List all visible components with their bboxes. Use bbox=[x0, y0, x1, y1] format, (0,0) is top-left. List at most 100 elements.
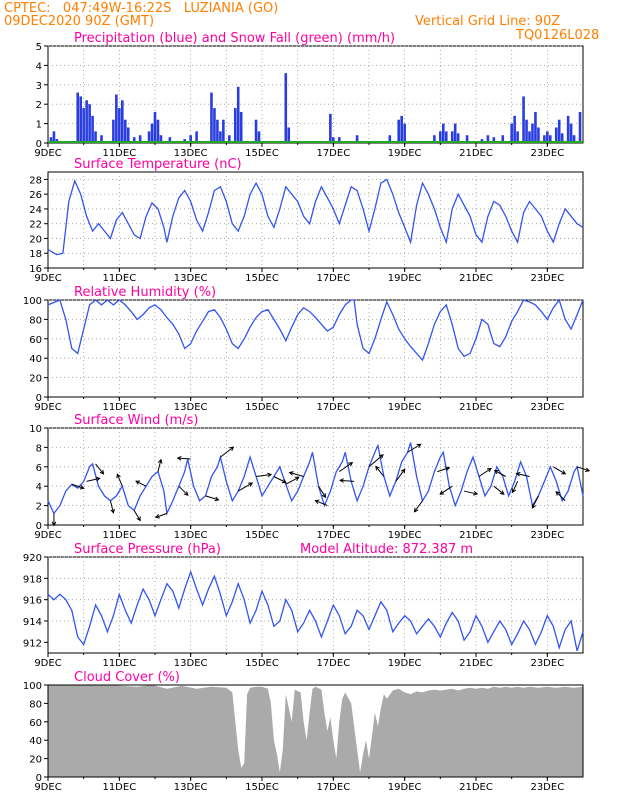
wind-arrow-head bbox=[400, 468, 406, 474]
precip-bar bbox=[433, 135, 436, 143]
precip-bar bbox=[52, 131, 56, 143]
x-tick-label: 23DEC bbox=[530, 530, 564, 541]
panel-frame-top bbox=[47, 684, 584, 778]
y-tick-label: 60 bbox=[29, 335, 42, 346]
wind-arrow-head bbox=[378, 454, 384, 459]
precip-bar bbox=[210, 92, 213, 143]
precip-bar bbox=[510, 123, 513, 143]
wind-arrow-shaft bbox=[516, 473, 530, 477]
x-tick-label: 9DEC bbox=[34, 273, 61, 284]
precip-bar bbox=[534, 111, 537, 143]
y-tick-label: 16 bbox=[29, 264, 42, 275]
wind-arrow-head bbox=[413, 507, 419, 513]
precip-bar bbox=[543, 135, 546, 143]
precip-bar bbox=[118, 108, 121, 143]
wind-arrow-shaft bbox=[109, 500, 114, 513]
x-tick-label: 13DEC bbox=[174, 402, 208, 413]
series-line bbox=[47, 569, 584, 652]
precip-bar bbox=[578, 111, 582, 143]
y-tick-label: 40 bbox=[29, 354, 42, 365]
panel-frame bbox=[47, 45, 584, 144]
panel-title: Surface Wind (m/s) bbox=[74, 413, 198, 428]
wind-arrow-shaft bbox=[255, 474, 272, 477]
precip-bar bbox=[195, 131, 198, 143]
precip-bar bbox=[442, 123, 445, 143]
precip-bar bbox=[257, 131, 261, 143]
x-tick-label: 21DEC bbox=[459, 530, 493, 541]
y-tick-label: 8 bbox=[36, 443, 42, 454]
wind-arrow-head bbox=[561, 470, 567, 475]
x-tick-label: 23DEC bbox=[530, 273, 564, 284]
y-tick-label: 2 bbox=[36, 100, 42, 111]
panel-title: Surface Pressure (hPa) bbox=[74, 542, 221, 557]
wind-arrow-shaft bbox=[414, 500, 423, 513]
x-tick-label: 23DEC bbox=[530, 658, 564, 669]
wind-arrow-shaft bbox=[177, 457, 191, 460]
precip-bar bbox=[228, 135, 231, 143]
precip-bar bbox=[516, 131, 519, 143]
header-grid-note: Vertical Grid Line: 90Z bbox=[415, 14, 561, 29]
precip-bar bbox=[554, 127, 558, 143]
wind-arrow-head bbox=[511, 488, 517, 494]
wind-arrow-shaft bbox=[437, 467, 450, 473]
y-tick-label: 18 bbox=[29, 249, 42, 260]
wind-arrow-shaft bbox=[157, 459, 162, 472]
wind-arrow-head bbox=[99, 469, 105, 475]
header-run-code: TQ0126L028 bbox=[516, 28, 600, 43]
wind-arrow-shaft bbox=[555, 491, 566, 502]
wind-arrow-head bbox=[314, 499, 320, 505]
precip-bar bbox=[213, 108, 216, 143]
wind-arrow-head bbox=[135, 480, 141, 485]
series-line bbox=[47, 178, 584, 256]
precip-bar bbox=[112, 119, 115, 143]
wind-arrow-shaft bbox=[368, 454, 384, 468]
precip-bar bbox=[115, 94, 118, 143]
wind-arrow-shaft bbox=[116, 474, 123, 487]
precip-bar bbox=[121, 100, 124, 143]
wind-arrow-shaft bbox=[576, 466, 590, 472]
x-tick-label: 13DEC bbox=[174, 530, 208, 541]
wind-arrow-head bbox=[445, 466, 451, 471]
panel-frame bbox=[47, 171, 584, 269]
precip-bar bbox=[88, 104, 91, 143]
x-tick-label: 11DEC bbox=[102, 148, 136, 159]
wind-arrow-shaft bbox=[512, 481, 519, 493]
x-tick-label: 15DEC bbox=[245, 148, 279, 159]
x-tick-label: 17DEC bbox=[316, 658, 350, 669]
wind-arrow-head bbox=[51, 521, 57, 527]
x-tick-label: 11DEC bbox=[102, 273, 136, 284]
y-tick-label: 80 bbox=[29, 315, 42, 326]
wind-arrow-head bbox=[515, 471, 521, 477]
wind-arrow-shaft bbox=[318, 485, 326, 498]
wind-arrow-head bbox=[585, 467, 591, 473]
wind-arrow-head bbox=[439, 490, 445, 495]
wind-arrow-head bbox=[294, 476, 300, 481]
x-tick-label: 11DEC bbox=[102, 658, 136, 669]
y-tick-label: 40 bbox=[29, 736, 42, 747]
precip-bar bbox=[76, 92, 80, 143]
precip-bar bbox=[219, 131, 222, 143]
precip-bar bbox=[337, 137, 341, 143]
panel-annotation: Model Altitude: 872.387 m bbox=[300, 542, 473, 557]
wind-arrow-head bbox=[79, 484, 85, 490]
precip-bar bbox=[284, 73, 288, 143]
precip-bar bbox=[233, 108, 237, 143]
x-tick-label: 21DEC bbox=[459, 402, 493, 413]
precip-bar bbox=[329, 113, 332, 143]
wind-arrow-shaft bbox=[285, 476, 300, 485]
wind-arrow-head bbox=[176, 455, 182, 461]
wind-arrow-shaft bbox=[220, 446, 234, 458]
wind-arrow-head bbox=[321, 493, 327, 499]
wind-arrow-shaft bbox=[439, 485, 453, 495]
wind-arrow-shaft bbox=[86, 477, 100, 482]
panel-title: Relative Humidity (%) bbox=[74, 285, 216, 300]
y-tick-label: 60 bbox=[29, 718, 42, 729]
x-tick-label: 15DEC bbox=[245, 402, 279, 413]
panel-title: Surface Temperature (nC) bbox=[74, 157, 242, 172]
wind-arrow-head bbox=[288, 471, 294, 476]
precip-bar bbox=[123, 119, 127, 143]
y-tick-label: 4 bbox=[36, 482, 42, 493]
x-tick-label: 19DEC bbox=[388, 530, 422, 541]
wind-arrow-head bbox=[499, 490, 505, 495]
x-tick-label: 17DEC bbox=[316, 782, 350, 793]
